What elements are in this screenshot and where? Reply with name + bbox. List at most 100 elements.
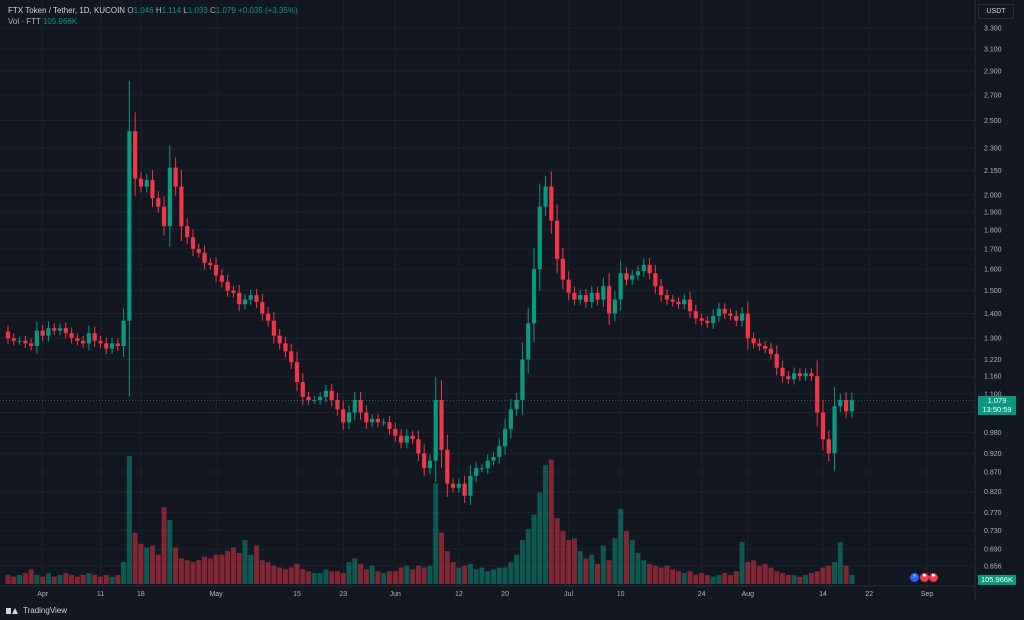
candle-body (277, 335, 282, 344)
volume-bar (63, 573, 69, 584)
candle-body (156, 198, 161, 207)
candle-body (635, 271, 641, 276)
time-tick-label: Aug (742, 591, 755, 598)
candle-body (456, 483, 461, 488)
time-tick-label: 24 (698, 591, 706, 598)
candle-body (647, 264, 652, 274)
candle-body (231, 290, 236, 293)
price-tick-label: 1.220 (984, 357, 1002, 364)
volume-bar (496, 567, 502, 584)
candle-body (491, 457, 496, 461)
candle-body (219, 275, 224, 282)
volume-bar (641, 560, 647, 584)
price-axis[interactable]: 3.300 3.100 2.900 2.700 2.500 2.300 2.150 2.000… (984, 26, 1002, 571)
candle-body (555, 220, 560, 259)
volume-bar (421, 567, 427, 584)
candle-body (81, 340, 86, 344)
volume-bar (479, 567, 485, 584)
volume-bar (462, 565, 468, 584)
volume-bar (733, 571, 739, 584)
candle-body (300, 381, 305, 397)
volume-bar (820, 567, 826, 584)
flag-icon[interactable]: ⚑ (929, 573, 938, 582)
candle-body (92, 333, 97, 341)
candle-body (381, 422, 386, 424)
candle-body (549, 186, 554, 221)
high-label: H (155, 6, 162, 15)
time-tick-label: 14 (819, 591, 827, 598)
volume-bar (560, 530, 566, 584)
volume-bar (531, 514, 537, 584)
volume-bar (277, 567, 283, 584)
volume-bar (80, 574, 86, 584)
volume-bar (583, 558, 589, 584)
candle-body (624, 273, 629, 280)
volume-bar (248, 554, 254, 584)
volume-bar (300, 569, 306, 584)
volume-bar (826, 565, 832, 584)
candle-body (630, 275, 635, 280)
volume-bar (687, 571, 693, 584)
legend-volume: Vol · FTT 105.966K (8, 17, 77, 26)
volume-bar (45, 573, 51, 584)
volume-bar (34, 574, 40, 584)
time-tick-label: Apr (37, 591, 49, 598)
time-tick-label: Jun (390, 591, 401, 598)
chart-grid (0, 0, 976, 600)
candle-body (566, 279, 571, 293)
candle-body (849, 400, 854, 412)
volume-bar (768, 567, 774, 584)
volume-bar (681, 573, 687, 584)
candle-body (450, 483, 456, 488)
time-tick-label: 20 (501, 591, 509, 598)
candle-body (612, 299, 617, 314)
volume-bar (785, 574, 791, 584)
volume-bar (618, 509, 624, 584)
volume-bar (282, 569, 288, 584)
change-value: +0.035 (+3.35%) (238, 6, 298, 15)
currency-button[interactable]: USDT (978, 4, 1014, 19)
volume-bar (254, 545, 260, 584)
tradingview-logo[interactable]: TradingView (6, 606, 67, 615)
volume-bar (623, 530, 629, 584)
lightning-icon[interactable]: ⚡ (910, 573, 919, 582)
volume-bar (92, 574, 98, 584)
volume-bar (115, 574, 121, 584)
volume-bar (294, 563, 300, 584)
candle-body (266, 313, 271, 321)
candle-body (520, 359, 525, 400)
low-label: L (183, 6, 188, 15)
candle-body (422, 453, 427, 469)
time-axis[interactable]: Apr 11 18 May 15 23 Jun 12 20 Jul 10 24 Aug 14 22 Sep (37, 591, 933, 598)
volume-bar (150, 545, 155, 584)
volume-bar (271, 565, 277, 584)
candle-body (676, 301, 681, 305)
candle-body (40, 330, 45, 336)
volume-bar (664, 565, 670, 584)
candle-body (98, 340, 103, 344)
volume-bar (11, 576, 17, 584)
volume-bar (219, 554, 225, 584)
open-value: 1.046 (133, 6, 154, 15)
price-candles (5, 80, 854, 506)
price-tick-label: 0.656 (984, 564, 1002, 571)
volume-bar (710, 576, 716, 584)
flag-icon[interactable]: ⚑ (920, 573, 929, 582)
volume-bar (808, 573, 814, 584)
candle-body (109, 343, 115, 349)
price-tick-label: 1.800 (984, 227, 1002, 234)
volume-bar (837, 541, 843, 584)
volume-bar (306, 571, 312, 584)
volume-bar (109, 576, 115, 584)
close-label: C (210, 6, 216, 15)
volume-bar (537, 492, 543, 584)
candle-body (167, 167, 172, 227)
candle-body (69, 333, 74, 339)
candle-body (572, 292, 577, 300)
candle-body (289, 351, 294, 363)
volume-bar (791, 574, 797, 584)
candle-body (497, 446, 502, 458)
volume-bar (196, 560, 202, 584)
volume-bar (323, 569, 329, 584)
